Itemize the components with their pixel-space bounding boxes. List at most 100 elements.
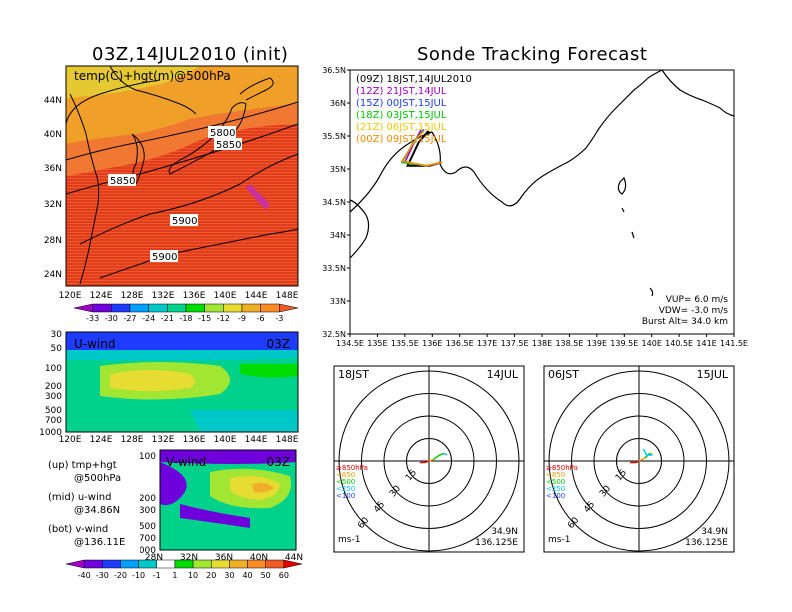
colorbar-label: -33 [86, 314, 99, 323]
colorbar-swatch [92, 303, 112, 313]
track-legend-entry: (09Z) 18JST,14JUL2010 [356, 74, 472, 85]
track-legend-entry: (12Z) 21JST,14JUL [356, 86, 447, 97]
contour-label-bg [108, 174, 136, 186]
track-info-line: VDW= -3.0 m/s [659, 306, 729, 316]
hodograph-legend-entry: <850 [336, 471, 355, 479]
wind-colorbar: -40 -30 -20 -10 -1 1 10 20 30 40 50 60 [65, 559, 303, 580]
colorbar-swatch [204, 303, 224, 313]
track-legend-entry: (00Z) 09JST,15JUL [356, 134, 447, 145]
vwind-frame [159, 449, 297, 551]
colorbar-label: 60 [279, 571, 289, 580]
contour-line-5850 [65, 123, 299, 195]
lat-tick-label: 40N [250, 553, 268, 560]
lon-tick-label: 128E [121, 435, 144, 442]
hodograph-lon: 136.125E [685, 538, 728, 548]
hodograph-segment [443, 452, 448, 456]
lon-tick-label: 140E [214, 435, 237, 442]
hodograph-segment [638, 457, 646, 462]
right-title: Sonde Tracking Forecast [417, 44, 648, 65]
pressure-tick-label: 1000 [40, 428, 62, 438]
colorbar-label: -9 [238, 314, 246, 323]
track-legend-entry: (15Z) 00JST,15JUL [356, 98, 447, 109]
colorbar-label: -20 [114, 571, 127, 580]
island-2 [631, 231, 635, 239]
vwind-purple-streak [180, 504, 250, 528]
contour-line-5800 [65, 101, 299, 161]
hodograph-time: 06JST [548, 368, 579, 381]
colorbar-label: -12 [217, 314, 230, 323]
contour-label-bg [214, 138, 242, 150]
lon-tick-label: 120E [59, 291, 82, 301]
coastline-north [109, 65, 197, 115]
track-legend-entry: (21Z) 06JST,15JUL [356, 122, 447, 133]
contour-label-bg [170, 214, 198, 226]
colorbar-label: -40 [78, 571, 91, 580]
note-title: (mid) u-wind [48, 492, 112, 503]
uwind-jet-core [110, 370, 195, 391]
colorbar-swatch [260, 303, 280, 313]
uwind-label: U-wind [74, 337, 115, 351]
track-info-line: Burst Alt= 34.0 km [642, 317, 728, 327]
uwind-band-cyan [66, 350, 298, 361]
note-level: @500hPa [74, 473, 122, 484]
lon-tick-label: 144E [245, 291, 268, 301]
colorbar-label: 30 [224, 571, 234, 580]
colorbar-swatch [102, 559, 121, 569]
lon-tick-label: 138.5E [555, 339, 583, 348]
colorbar-label: -15 [198, 314, 211, 323]
temp-height-map: temp(C)+hgt(m)@500hPa 580058505850590059… [44, 65, 299, 323]
vwind-core-orange [252, 482, 274, 493]
track-info-line: VUP= 6.0 m/s [666, 295, 729, 305]
colorbar-swatch [167, 303, 187, 313]
lon-tick-label: 137.5E [501, 339, 529, 348]
colorbar-swatch [283, 559, 303, 569]
colorbar-label: 50 [261, 571, 271, 580]
colorbar-swatch [279, 303, 299, 313]
lat-tick-label: 33N [330, 297, 346, 306]
lat-tick-label: 33.5N [322, 264, 346, 273]
pressure-tick-label: 500 [140, 522, 156, 532]
left-title: 03Z,14JUL2010 (init) [92, 44, 289, 65]
pressure-tick-label: 100 [140, 452, 156, 462]
uwind-time: 03Z [267, 337, 291, 351]
hodograph-segment [642, 448, 653, 456]
colorbar-label: -18 [179, 314, 192, 323]
uwind-frame [65, 331, 299, 433]
track-line [400, 130, 442, 167]
lat-tick-label: 44N [44, 96, 62, 106]
island-3 [621, 207, 625, 213]
lon-tick-label: 136.5E [446, 339, 474, 348]
lat-tick-label: 34.5N [322, 198, 346, 207]
launch-point [425, 130, 430, 135]
contour-label: 5850 [110, 176, 135, 187]
coast-shikoku [349, 199, 370, 259]
lon-tick-label: 120E [59, 435, 82, 442]
map-frame [65, 65, 299, 287]
hodograph-date: 14JUL [487, 368, 519, 381]
hodograph-legend-entry: <850 [546, 471, 565, 479]
pressure-tick-label: 300 [45, 392, 62, 402]
hodograph-legend-entry: <100 [336, 492, 355, 500]
lon-tick-label: 128E [121, 291, 144, 301]
lon-tick-label: 140E [214, 291, 237, 301]
pressure-tick-label: 30 [51, 330, 63, 340]
colorbar-swatch [83, 559, 103, 569]
colorbar-swatch [120, 559, 139, 569]
lon-tick-label: 136E [183, 435, 206, 442]
hodograph-legend-entry: <500 [546, 478, 565, 486]
lon-tick-label: 132E [152, 435, 175, 442]
lon-tick-label: 124E [90, 291, 113, 301]
lon-tick-label: 140.5E [665, 339, 693, 348]
lon-tick-label: 136E [183, 291, 206, 301]
hodograph-legend-entry: <100 [546, 492, 565, 500]
temp-band-light-red [66, 104, 298, 176]
hodograph-unit: ms-1 [338, 535, 360, 545]
colorbar-swatch [223, 303, 243, 313]
lat-tick-label: 36.5N [322, 66, 346, 75]
hodograph-lat: 34.9N [701, 527, 728, 537]
pressure-tick-label: 200 [45, 382, 62, 392]
lat-tick-label: 32N [180, 553, 198, 560]
contour-line-upper [65, 79, 161, 125]
